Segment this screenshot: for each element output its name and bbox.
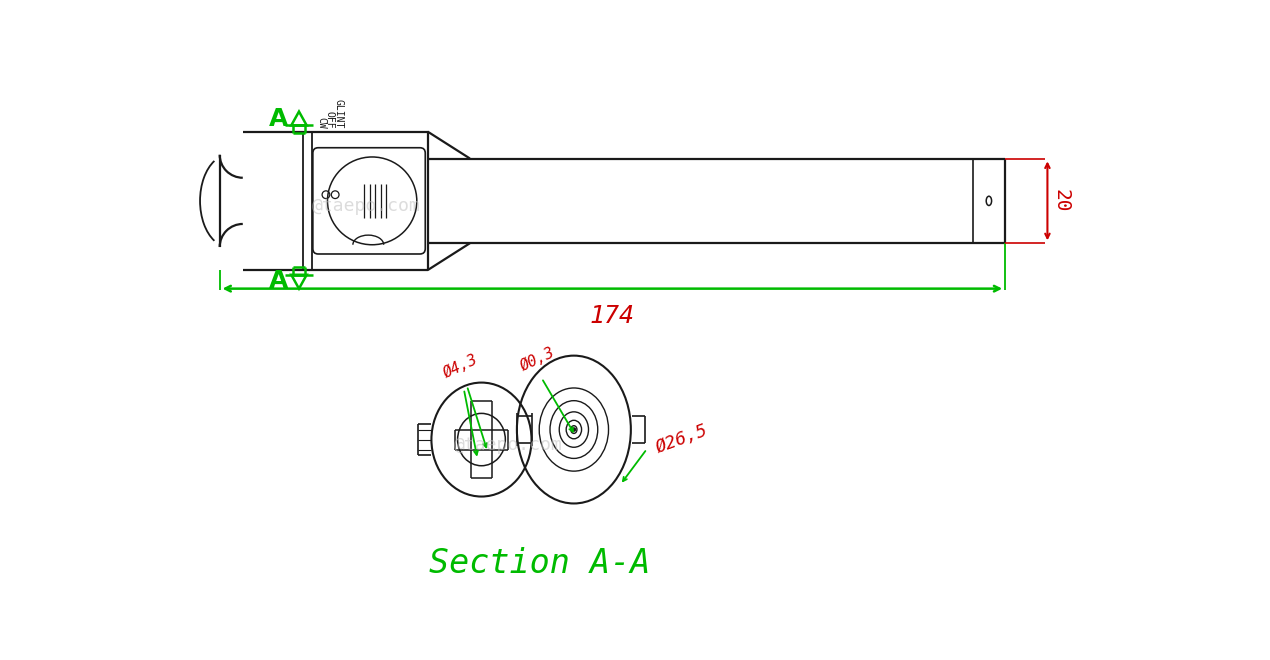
Text: 174: 174: [589, 304, 635, 328]
Text: CW: CW: [316, 117, 326, 129]
Text: Ø26,5: Ø26,5: [653, 422, 710, 457]
Text: OFF: OFF: [324, 111, 334, 129]
Text: Ø4,3: Ø4,3: [441, 352, 480, 381]
Text: Section A-A: Section A-A: [428, 547, 650, 580]
Circle shape: [572, 427, 577, 432]
Text: GLINT: GLINT: [333, 99, 343, 129]
Text: @taepo.com: @taepo.com: [311, 197, 420, 215]
Text: A: A: [269, 107, 288, 131]
Text: @taepo.com: @taepo.com: [455, 436, 563, 454]
Text: A: A: [269, 269, 288, 293]
Text: 20: 20: [1052, 189, 1071, 213]
Text: Ø0,3: Ø0,3: [518, 345, 558, 374]
